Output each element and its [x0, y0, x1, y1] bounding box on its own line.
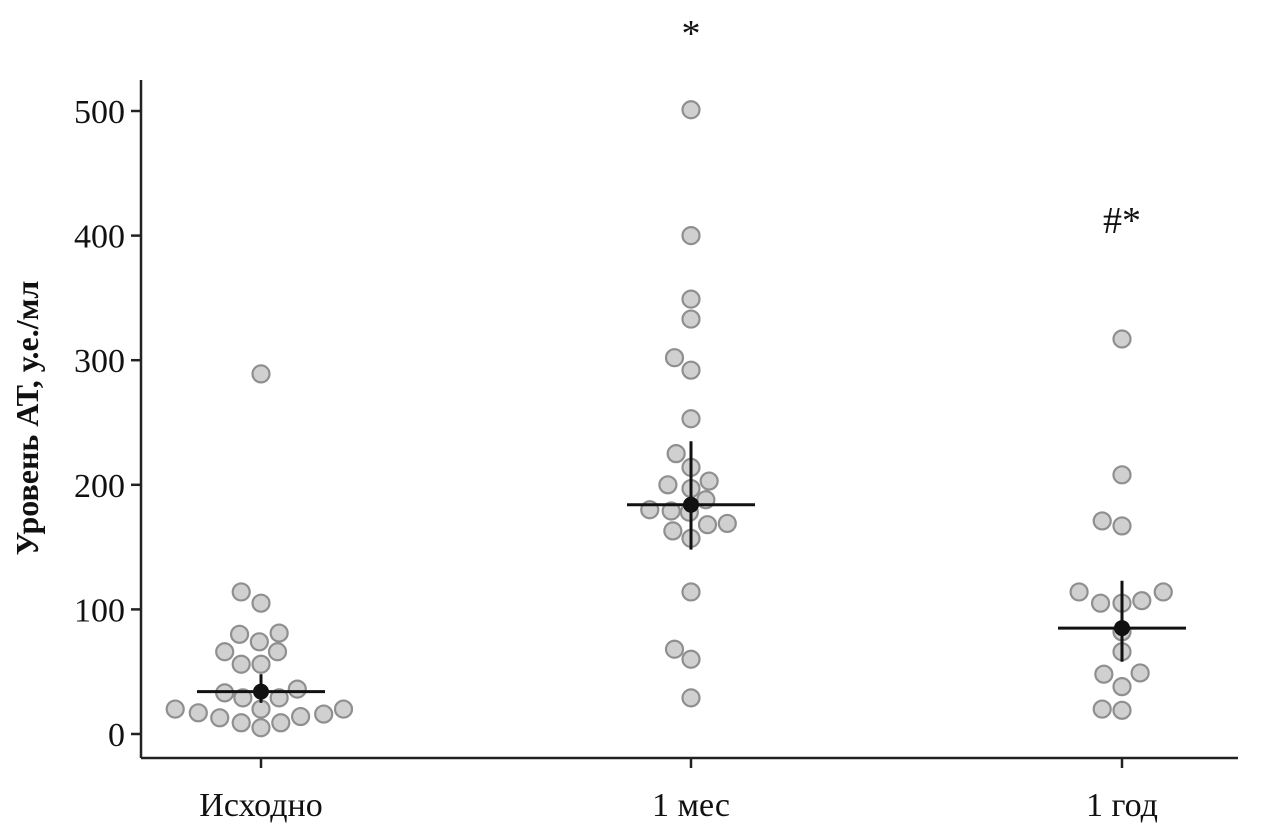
data-point: [699, 471, 719, 491]
y-tick-label: 200: [74, 468, 125, 505]
data-point: [231, 654, 251, 674]
y-tick-label: 400: [74, 219, 125, 256]
data-point: [314, 704, 334, 724]
x-axis: Исходно 1 мес 1 год: [141, 756, 1238, 824]
data-point: [1112, 329, 1132, 349]
data-point: [251, 654, 271, 674]
data-point: [681, 409, 701, 429]
data-point: [165, 699, 185, 719]
data-point: [664, 348, 685, 368]
data-point: [681, 360, 701, 380]
data-point: [1094, 664, 1114, 684]
y-tick-label: 300: [74, 343, 125, 380]
data-point: [1092, 699, 1112, 719]
data-point: [251, 699, 271, 719]
data-point: [697, 515, 718, 535]
data-point: [210, 708, 230, 728]
data-point: [1112, 700, 1132, 720]
data-point: [1112, 677, 1132, 697]
data-point: [681, 289, 701, 309]
data-point: [269, 623, 289, 643]
data-point: [291, 706, 311, 727]
data-point: [1112, 516, 1132, 536]
data-point: [249, 632, 269, 652]
data-point: [681, 309, 701, 329]
significance-annotations: * #*: [682, 13, 1142, 242]
data-point: [251, 364, 271, 384]
data-point: [215, 642, 235, 662]
y-axis-label: Уровень АТ, у.е./мл: [9, 281, 45, 556]
data-point: [1069, 582, 1089, 602]
y-tick-label: 0: [108, 717, 125, 754]
data-point: [271, 713, 291, 733]
data-point: [267, 642, 288, 662]
data-point: [231, 713, 251, 733]
significance-annotation: #*: [1103, 200, 1141, 242]
median-point: [253, 683, 269, 700]
data-point: [664, 639, 685, 659]
data-point: [333, 699, 354, 719]
data-point: [1090, 593, 1111, 613]
data-point: [661, 501, 681, 521]
y-tick-label: 500: [74, 94, 125, 131]
median-point: [683, 496, 699, 513]
data-point: [681, 100, 701, 120]
data-point: [188, 703, 208, 723]
x-tick-label: 1 год: [1086, 787, 1158, 824]
data-point: [233, 688, 253, 708]
data-point: [663, 521, 683, 541]
x-tick-label: Исходно: [199, 787, 322, 824]
data-point: [287, 679, 307, 699]
data-point: [1153, 582, 1173, 602]
data-points: [165, 100, 1173, 738]
data-point: [231, 582, 251, 602]
data-point: [681, 688, 701, 708]
data-point: [717, 513, 737, 534]
data-point: [229, 624, 250, 644]
median-point: [1114, 620, 1130, 637]
data-point: [681, 226, 701, 246]
data-point: [1112, 465, 1132, 485]
data-point: [251, 593, 271, 613]
data-point: [251, 718, 271, 738]
y-axis: 0 100 200 300 400 500: [74, 80, 143, 758]
median-error-bars: [197, 441, 1186, 703]
data-point: [1130, 663, 1150, 683]
data-point: [666, 444, 686, 464]
data-point: [269, 688, 289, 708]
data-point: [1092, 511, 1112, 531]
y-tick-label: 100: [74, 592, 125, 629]
data-point: [681, 649, 701, 669]
data-point: [658, 475, 678, 495]
significance-annotation: *: [682, 13, 701, 55]
x-tick-label: 1 мес: [652, 787, 730, 824]
data-point: [1132, 591, 1152, 611]
data-point: [681, 582, 701, 602]
